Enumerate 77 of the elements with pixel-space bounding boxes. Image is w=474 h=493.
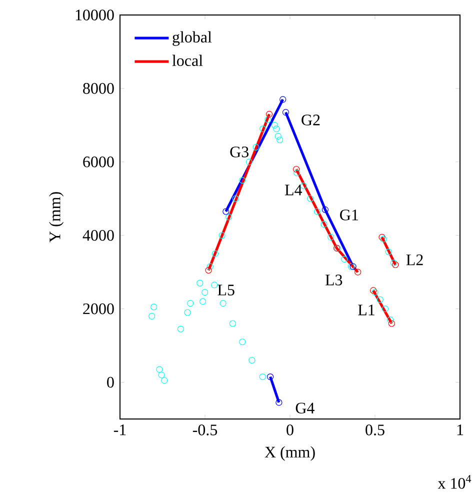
point (252, 144, 260, 151)
point (266, 110, 273, 118)
point (354, 268, 362, 276)
point (226, 214, 232, 220)
annotation: G3 (230, 146, 248, 158)
point (274, 132, 282, 140)
point (199, 298, 206, 305)
point (320, 221, 328, 228)
x-tick-label: 1 (457, 424, 464, 436)
point (307, 195, 314, 202)
point (328, 234, 334, 240)
point (211, 282, 218, 288)
point (229, 320, 236, 327)
y-tick-label: 4000 (82, 230, 114, 241)
point (376, 296, 384, 303)
annotation: L2 (406, 254, 423, 266)
point (273, 126, 280, 132)
x-tick-label: -0.5 (192, 424, 218, 436)
point (218, 232, 226, 239)
annotation: L3 (325, 274, 342, 286)
point (266, 373, 274, 380)
x-tick-label: 0.5 (366, 424, 384, 436)
point (280, 96, 286, 103)
y-tick-label: 8000 (83, 83, 114, 94)
x-tick-label: 0 (286, 424, 294, 436)
point (148, 312, 156, 320)
point (196, 280, 204, 286)
point (222, 208, 230, 215)
x-tick-label: -1 (114, 424, 126, 436)
annotation: L5 (218, 284, 234, 296)
point (248, 356, 256, 364)
annotation: L1 (358, 304, 374, 316)
point (388, 320, 395, 327)
point (246, 158, 252, 166)
point (212, 250, 218, 258)
point (187, 300, 194, 307)
point (292, 166, 300, 173)
point (206, 263, 214, 270)
point (161, 377, 168, 384)
point (264, 116, 272, 123)
point (202, 288, 208, 296)
y-tick-label: 2000 (83, 303, 114, 314)
y-axis-title: Y (mm) (49, 192, 64, 242)
point (282, 109, 290, 116)
point (387, 316, 394, 324)
x-axis-title: X (mm) (264, 446, 315, 461)
point (294, 170, 300, 176)
point (220, 300, 226, 307)
point (322, 206, 328, 213)
point (341, 256, 348, 263)
annotation: L4 (284, 184, 302, 196)
annotation: G1 (340, 210, 358, 220)
text: x 10$^{4}$ (438, 475, 472, 489)
y-tick-label: 10000 (76, 10, 114, 20)
point (239, 338, 246, 346)
point (239, 176, 246, 184)
point (314, 208, 321, 215)
point (259, 373, 266, 380)
point (232, 195, 239, 202)
annotation: G4 (296, 402, 314, 414)
annotation: G2 (302, 114, 320, 126)
point (184, 309, 191, 316)
point (205, 266, 212, 274)
point (276, 399, 282, 406)
point (260, 126, 266, 132)
point (156, 366, 163, 373)
point (385, 248, 392, 256)
point (382, 306, 389, 312)
legend-label: local (172, 54, 203, 66)
y-tick-label: 6000 (83, 156, 114, 168)
point (150, 304, 158, 310)
y-tick-label: 0 (107, 376, 114, 388)
point (177, 326, 184, 332)
point (276, 136, 284, 144)
point (271, 122, 278, 128)
legend-label: global (172, 31, 212, 46)
point (158, 372, 165, 378)
